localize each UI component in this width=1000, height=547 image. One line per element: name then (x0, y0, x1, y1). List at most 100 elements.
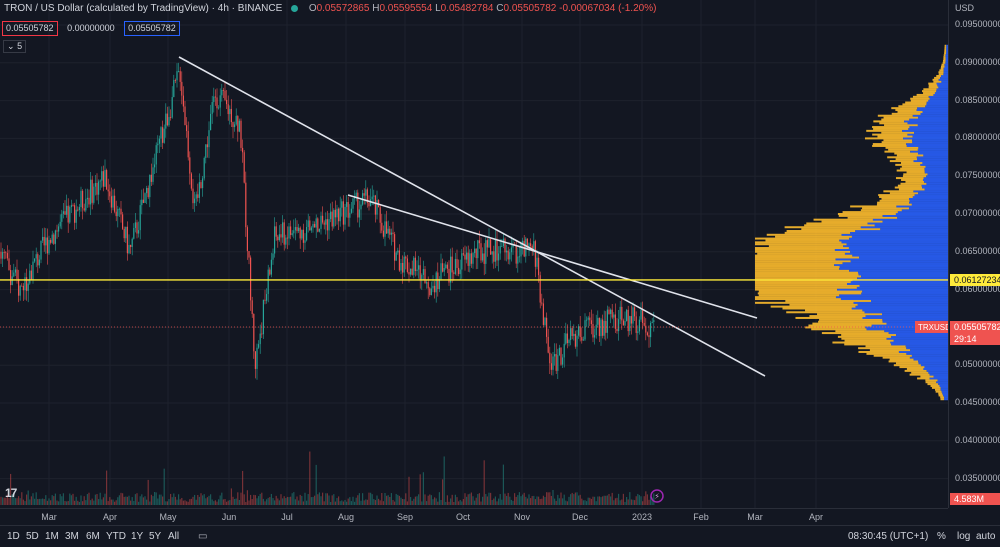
volume-profile-down-bar (907, 133, 948, 136)
volume-profile-down-bar (926, 175, 948, 178)
candle-body-down (467, 252, 469, 266)
volume-profile-up-bar (872, 126, 910, 129)
volume-profile-down-bar (926, 103, 948, 106)
tradingview-logo-icon[interactable]: 17 (5, 486, 17, 500)
volume-profile-up-bar (889, 358, 914, 361)
range-6m-button[interactable]: 6M (86, 531, 100, 542)
time-axis[interactable]: Mar Apr May Jun Jul Aug Sep Oct Nov Dec 2023 Feb Mar… (0, 508, 948, 525)
volume-bar-up (466, 496, 468, 505)
volume-profile-up-bar (755, 273, 859, 276)
volume-profile-up-bar (895, 109, 917, 112)
symbol-title[interactable]: TRON / US Dollar (calculated by TradingV… (4, 3, 283, 14)
candle-countdown[interactable]: 29:14 (950, 332, 1000, 345)
volume-profile-up-bar (911, 371, 929, 374)
candle-body-down (614, 314, 616, 329)
volume-bar-up (586, 501, 588, 505)
volume-profile-up-bar (872, 143, 907, 146)
volume-bar-up (258, 496, 260, 505)
price-tick-label: 0.09500000 (955, 19, 1000, 29)
price-axis[interactable]: USD 0.09500000 0.09000000 0.08500000 0.0800… (948, 0, 1000, 508)
volume-profile-up-bar (757, 252, 845, 255)
volume-bar-down (462, 499, 464, 505)
volume-bar-up (603, 495, 605, 505)
volume-profile-up-bar (881, 197, 910, 200)
candle-body-down (424, 269, 426, 284)
candle-body-down (232, 122, 234, 128)
range-1m-button[interactable]: 1M (45, 531, 59, 542)
currency-label[interactable]: USD (955, 3, 975, 13)
symbol-tag: TRXUSD (918, 323, 948, 332)
volume-bar-down (181, 497, 183, 505)
range-1y-button[interactable]: 1Y (131, 531, 144, 542)
volume-bar-down (222, 499, 224, 505)
range-5d-button[interactable]: 5D (26, 531, 39, 542)
volume-profile-up-bar (939, 69, 944, 72)
hline-price-tag[interactable]: 0.06127234 (950, 273, 1000, 286)
candle-body-down (77, 209, 79, 211)
volume-profile-up-bar (804, 224, 875, 227)
volume-bar-down (264, 501, 266, 505)
volume-bar-up (58, 501, 60, 505)
volume-bar-up (178, 494, 180, 505)
candle-body-up (80, 190, 82, 208)
volume-profile-up-bar (813, 218, 873, 221)
range-ytd-button[interactable]: YTD (106, 531, 126, 542)
current-price-tag[interactable]: 0.05505782 (950, 320, 1000, 333)
chart-canvas[interactable]: ⚡ TRXUSD (0, 0, 948, 508)
candle-body-down (237, 115, 239, 132)
volume-bar-up (336, 498, 338, 505)
candle-body-down (571, 328, 573, 336)
candle-body-down (338, 208, 340, 222)
candle-body-down (182, 95, 184, 107)
volume-bar-up (272, 498, 274, 505)
candle-body-up (570, 328, 572, 340)
volume-bar-up (626, 496, 628, 505)
candle-body-up (494, 239, 496, 262)
volume-profile-up-bar (873, 354, 912, 357)
candle-body-up (307, 220, 309, 227)
candle-body-up (293, 230, 295, 234)
buy-price-box[interactable]: 0.05505782 (124, 21, 180, 36)
volume-bar-up (568, 496, 570, 505)
volume-bar-up (234, 499, 236, 505)
volume-bar-down (174, 496, 176, 505)
auto-toggle[interactable]: auto (976, 531, 996, 542)
date-range-icon[interactable]: ▭ (198, 531, 208, 542)
sell-price-box[interactable]: 0.05505782 (2, 21, 58, 36)
candle-body-down (368, 202, 370, 207)
volume-profile-up-bar (838, 214, 883, 217)
range-3m-button[interactable]: 3M (65, 531, 79, 542)
volume-bar-up (211, 499, 213, 505)
volume-profile-down-bar (922, 110, 948, 113)
volume-profile-down-bar (943, 71, 948, 74)
volume-bar-up (371, 494, 373, 505)
range-5y-button[interactable]: 5Y (149, 531, 162, 542)
volume-bar-down (126, 496, 128, 505)
volume-profile-up-bar (912, 95, 929, 98)
volume-profile-down-bar (923, 154, 948, 157)
chart-area[interactable]: ⚡ TRXUSD TRON / US Dollar (calculated by … (0, 0, 948, 508)
candle-body-up (238, 120, 240, 132)
range-all-button[interactable]: All (168, 531, 180, 542)
volume-profile-down-bar (925, 105, 948, 108)
clock-timezone[interactable]: 08:30:45 (UTC+1) (848, 531, 929, 542)
candle-body-up (282, 222, 284, 238)
percent-toggle[interactable]: % (937, 531, 946, 542)
range-1d-button[interactable]: 1D (7, 531, 20, 542)
volume-profile-up-bar (883, 190, 914, 193)
volume-bar-down (478, 493, 480, 505)
volume-bar-down (237, 492, 239, 505)
volume-profile-up-bar (896, 154, 924, 157)
volume-bar-down (122, 493, 124, 505)
candle-body-down (214, 96, 216, 98)
volume-profile-up-bar (877, 201, 910, 204)
candle-body-down (314, 224, 316, 228)
log-toggle[interactable]: log (957, 531, 971, 542)
indicators-toggle[interactable]: ⌄ 5 (3, 40, 27, 53)
candle-body-down (483, 253, 485, 264)
candle-body-up (498, 253, 500, 261)
candle-body-down (379, 207, 381, 223)
volume-profile-down-bar (917, 158, 948, 161)
candle-body-down (549, 352, 551, 364)
volume-bar-down (136, 493, 138, 505)
